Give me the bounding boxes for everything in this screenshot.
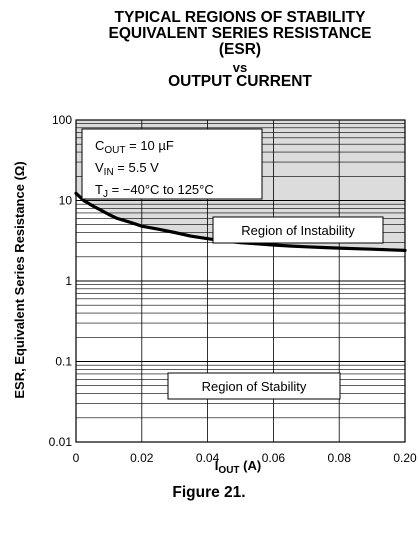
y-tick-label: 10 xyxy=(59,194,73,208)
y-axis-label: ESR, Equivalent Series Resistance (Ω) xyxy=(12,161,27,398)
instability-label: Region of Instability xyxy=(241,223,355,238)
x-tick-label: 0.08 xyxy=(328,451,352,465)
x-tick-label: 0.04 xyxy=(196,451,220,465)
x-tick-label: 0.20 xyxy=(393,451,417,465)
plot-frame xyxy=(75,119,406,443)
y-tick-label: 0.1 xyxy=(55,355,72,369)
figure-caption: Figure 21. xyxy=(172,484,246,501)
title-line-1: TYPICAL REGIONS OF STABILITY xyxy=(114,9,366,26)
stability-label-box xyxy=(167,372,341,400)
y-tick-label: 0.01 xyxy=(49,435,73,449)
conditions-box xyxy=(81,128,263,200)
x-tick-labels: 0 0.02 0.04 0.06 0.08 0.20 xyxy=(73,451,417,465)
x-axis-label: IOUT (A) xyxy=(215,458,261,476)
y-tick-labels: 0.01 0.1 1 10 100 xyxy=(49,113,73,449)
stability-label: Region of Stability xyxy=(202,379,307,394)
title-line-2: EQUIVALENT SERIES RESISTANCE xyxy=(108,25,372,42)
x-tick-label: 0 xyxy=(73,451,80,465)
y-tick-label: 1 xyxy=(65,274,72,288)
title-line-4: vs xyxy=(232,60,248,75)
esr-curve xyxy=(74,191,407,252)
y-tick-label: 100 xyxy=(52,113,72,127)
title-line-5: OUTPUT CURRENT xyxy=(168,73,312,90)
x-tick-label: 0.02 xyxy=(130,451,154,465)
x-tick-label: 0.06 xyxy=(262,451,286,465)
instability-label-box xyxy=(212,216,384,244)
curve-layer xyxy=(74,191,407,252)
condition-tj: TJ = −40°C to 125°C xyxy=(95,182,214,200)
title-line-3: (ESR) xyxy=(218,41,262,58)
